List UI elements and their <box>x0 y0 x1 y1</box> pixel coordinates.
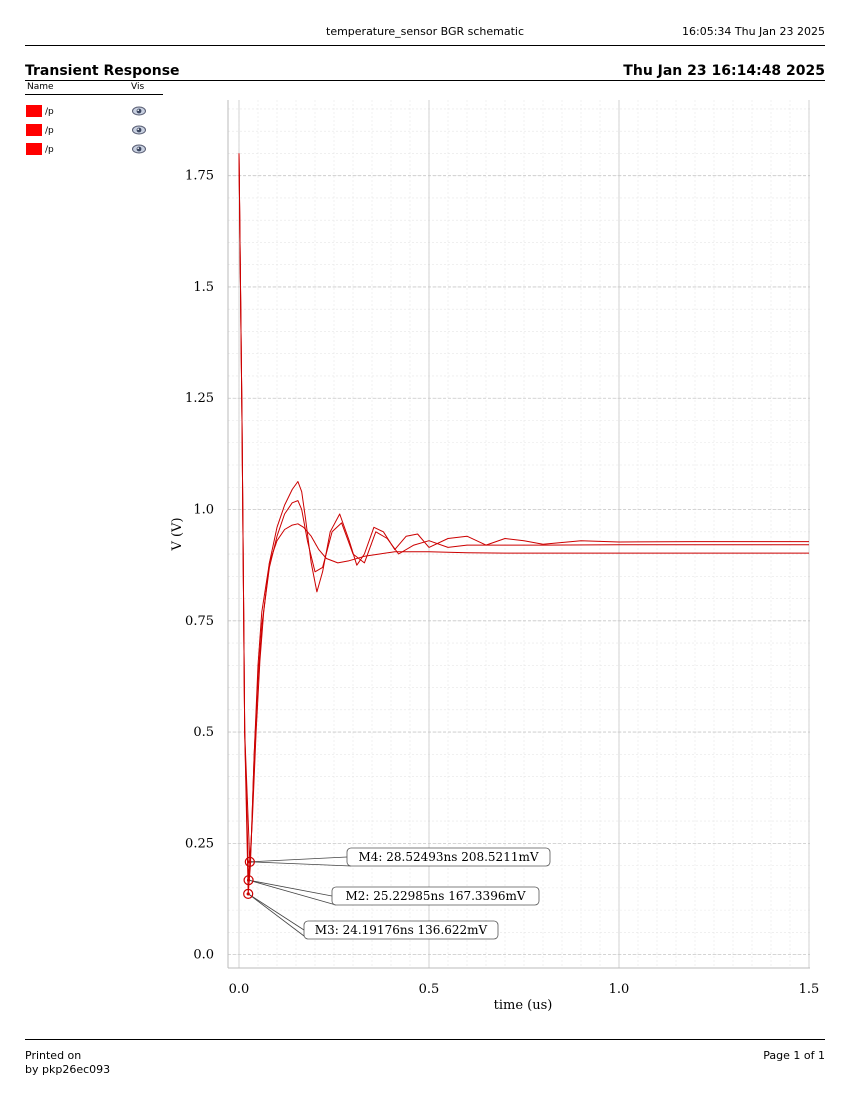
x-tick-label: 0.5 <box>419 982 440 997</box>
footer-printed-on: Printed on <box>25 1049 82 1062</box>
series-line <box>238 153 809 863</box>
header-divider <box>25 45 825 46</box>
y-tick-label: 0.75 <box>185 614 214 629</box>
chart-series <box>238 153 809 895</box>
y-tick-label: 1.75 <box>185 169 214 184</box>
plot-title-divider <box>25 80 825 81</box>
marker-leader-line <box>249 861 352 867</box>
marker-point <box>243 875 254 886</box>
footer-printed-by: by pkp26ec093 <box>25 1063 111 1076</box>
legend-signal-label: /p <box>45 145 54 155</box>
y-tick-label: 0.25 <box>185 836 214 851</box>
marker-point <box>243 888 254 899</box>
chart-ticks: 0.0 0.25 0.5 0.75 1.0 1.25 1.5 1.75 0.0 0.5 1.0 1.5 <box>185 169 819 997</box>
header-title: temperature_sensor BGR schematic <box>326 25 524 38</box>
marker-label: M4: 28.52493ns 208.5211mV <box>358 850 538 864</box>
legend-signal-label: /p <box>45 126 54 136</box>
series-line <box>238 153 809 881</box>
eye-icon[interactable] <box>132 106 146 116</box>
legend-swatch <box>26 105 42 117</box>
chart-markers: M4: 28.52493ns 208.5211mV M2: 25.22985ns … <box>243 847 551 940</box>
legend-vis-header: Vis <box>131 82 145 92</box>
legend-item[interactable]: /p <box>26 124 166 138</box>
legend-item[interactable]: /p <box>26 105 166 119</box>
marker-leader-line <box>247 893 309 940</box>
marker-point-center <box>246 878 251 882</box>
eye-icon[interactable] <box>132 144 146 154</box>
legend-swatch <box>26 143 42 155</box>
y-tick-label: 1.25 <box>185 391 214 406</box>
plot-date: Thu Jan 23 16:14:48 2025 <box>623 63 825 79</box>
y-tick-label: 1.5 <box>193 280 214 295</box>
y-tick-label: 0.0 <box>193 948 214 963</box>
footer-divider <box>25 1039 825 1040</box>
legend-swatch <box>26 124 42 136</box>
y-axis-label: V (V) <box>170 517 185 551</box>
y-tick-label: 1.0 <box>193 503 214 518</box>
x-tick-label: 1.5 <box>799 982 820 997</box>
chart-grid <box>227 100 810 969</box>
legend-signal-label: /p <box>45 107 54 117</box>
legend-name-header: Name <box>27 82 54 92</box>
marker-leader-line <box>248 879 333 897</box>
marker-point-center <box>248 860 252 864</box>
marker-label: M3: 24.19176ns 136.622mV <box>315 923 488 937</box>
x-axis-label: time (us) <box>494 998 553 1013</box>
x-tick-label: 1.0 <box>609 982 630 997</box>
marker-leader-line <box>248 879 337 906</box>
marker-label-box <box>346 847 551 867</box>
marker-label: M2: 25.22985ns 167.3396mV <box>345 889 525 903</box>
plot-title: Transient Response <box>25 63 180 79</box>
marker-leader-line <box>249 856 348 863</box>
footer-page-number: Page 1 of 1 <box>763 1049 825 1062</box>
legend-item[interactable]: /p <box>26 143 166 157</box>
marker-label-box <box>331 886 540 906</box>
transient-chart[interactable]: 0.0 0.25 0.5 0.75 1.0 1.25 1.5 1.75 0.0 0.5 1.0 1.5… <box>0 0 850 1040</box>
marker-point <box>244 856 255 867</box>
header-timestamp: 16:05:34 Thu Jan 23 2025 <box>682 25 825 38</box>
x-tick-label: 0.0 <box>229 982 250 997</box>
legend-header-divider <box>25 94 163 95</box>
eye-icon[interactable] <box>132 125 146 135</box>
y-tick-label: 0.5 <box>193 725 214 740</box>
marker-label-box <box>303 920 499 940</box>
marker-leader-line <box>247 893 305 931</box>
marker-point-center <box>246 892 250 896</box>
